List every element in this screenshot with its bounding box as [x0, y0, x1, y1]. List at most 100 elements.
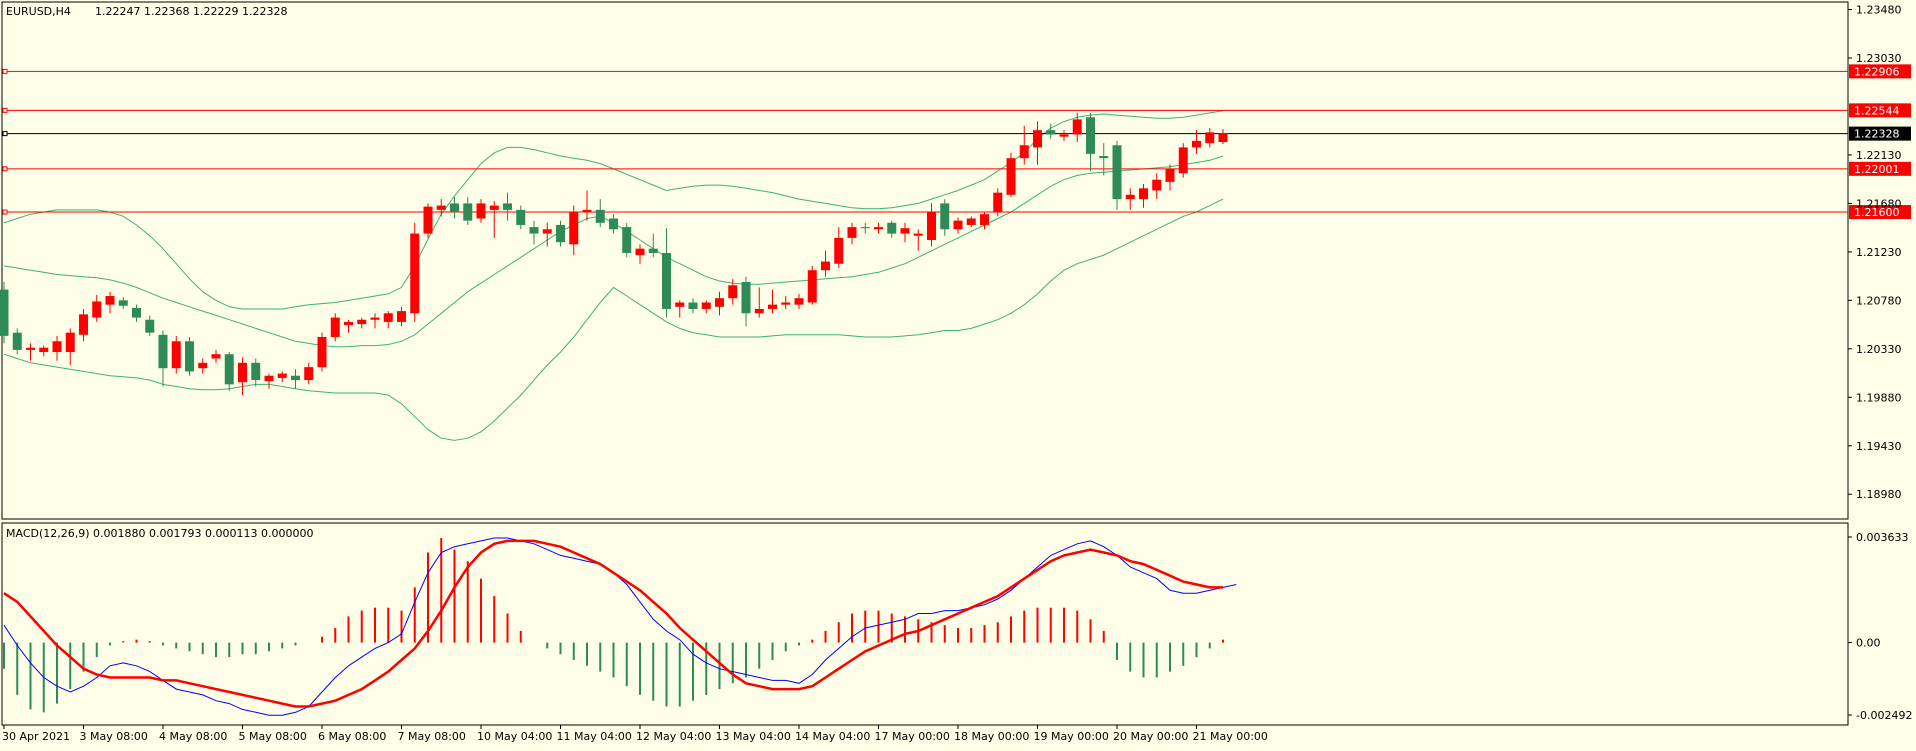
candle-body [39, 347, 49, 353]
candle-body [953, 220, 963, 230]
time-tick-label: 20 May 00:00 [1113, 730, 1188, 743]
candle [264, 373, 274, 389]
candle-body [1019, 145, 1029, 159]
candle-body [728, 285, 738, 299]
candle-body [1112, 145, 1122, 200]
candle-body [132, 307, 141, 318]
candle-body [1125, 194, 1135, 200]
level-3-price-tag [1849, 161, 1911, 176]
candle-body [291, 375, 300, 381]
time-tick-label: 11 May 04:00 [557, 730, 632, 743]
time-tick-label: 21 May 00:00 [1193, 730, 1268, 743]
candle-body [1033, 130, 1042, 148]
candle [0, 282, 9, 344]
symbol-label: EURUSD,H4 [6, 5, 71, 18]
candle [370, 313, 380, 329]
candle [198, 358, 208, 374]
candle-body [821, 261, 830, 271]
candle [821, 250, 830, 277]
candle-body [1192, 140, 1201, 148]
candle-body [595, 209, 605, 223]
candle-body [688, 302, 698, 309]
candle [940, 199, 950, 236]
candle [92, 294, 102, 322]
candle [662, 228, 671, 318]
candle-body [251, 362, 261, 381]
candle [754, 287, 764, 318]
candle [357, 317, 367, 329]
candle-body [397, 311, 406, 322]
current-price-price-text: 1.22328 [1854, 128, 1900, 141]
candle-body [344, 321, 353, 326]
candle [145, 315, 155, 336]
candle [489, 201, 499, 238]
candle [1086, 112, 1095, 172]
level-4-handle[interactable] [2, 209, 8, 215]
candle-body [370, 317, 380, 320]
ohlc-readout: 1.22247 1.22368 1.22229 1.22328 [95, 5, 287, 18]
candle [860, 222, 870, 234]
candle-body [1072, 119, 1082, 135]
candle [622, 222, 632, 258]
candle [1178, 143, 1188, 178]
level-1-price-text: 1.22906 [1854, 65, 1900, 78]
candle [993, 188, 1003, 217]
candle [529, 220, 539, 245]
current-price-handle[interactable] [2, 131, 8, 137]
candle [224, 352, 234, 391]
candle-body [741, 282, 751, 314]
candle [741, 276, 751, 327]
candle-body [436, 205, 446, 210]
level-2-handle[interactable] [2, 107, 8, 113]
candle [648, 233, 658, 258]
level-3-price-text: 1.22001 [1854, 163, 1900, 176]
candle-body [1139, 188, 1148, 200]
candle [304, 362, 314, 385]
candle [251, 358, 261, 387]
candle [887, 220, 897, 238]
candle-body [768, 304, 777, 309]
candle [927, 203, 936, 247]
candle [807, 265, 817, 305]
candle [238, 357, 247, 396]
candle-body [516, 209, 526, 225]
bollinger-lower-line [3, 198, 1224, 441]
candle [317, 332, 327, 372]
candle-body [1152, 179, 1162, 191]
candle [516, 205, 526, 230]
time-tick-label: 4 May 08:00 [159, 730, 227, 743]
candle-body [158, 334, 168, 369]
candle [715, 291, 724, 316]
candle-body [701, 302, 711, 309]
candle-body [529, 227, 539, 234]
time-tick-label: 10 May 04:00 [477, 730, 552, 743]
candle [1125, 188, 1135, 210]
candle [768, 289, 777, 314]
candle-body [794, 298, 804, 305]
candle-body [410, 233, 420, 314]
horizontal-levels[interactable]: 1.22906 1.22544 1.22001 1.21600 1.22328 [2, 64, 1911, 220]
candle [52, 335, 62, 361]
macd-axis: 0.003633 0.00 -0.002492 [1848, 531, 1912, 722]
price-tick-label: 1.23480 [1856, 4, 1902, 17]
candle [966, 216, 976, 228]
price-tick-label: 1.21680 [1856, 197, 1902, 210]
time-tick-label: 7 May 08:00 [398, 730, 466, 743]
candle-body [1006, 158, 1016, 195]
time-tick-label: 6 May 08:00 [318, 730, 386, 743]
candle-body [463, 203, 473, 221]
candle [1033, 121, 1042, 165]
level-1-handle[interactable] [2, 68, 8, 74]
candle [1165, 164, 1175, 191]
level-3-handle[interactable] [2, 166, 8, 172]
macd-title: MACD(12,26,9) 0.001880 0.001793 0.000113… [6, 527, 313, 540]
candle-body [1086, 117, 1095, 154]
candle-body [1099, 156, 1109, 159]
candle [900, 222, 910, 243]
candle [874, 222, 883, 234]
candle [595, 199, 605, 228]
candle [185, 336, 194, 376]
candle-body [317, 336, 327, 368]
